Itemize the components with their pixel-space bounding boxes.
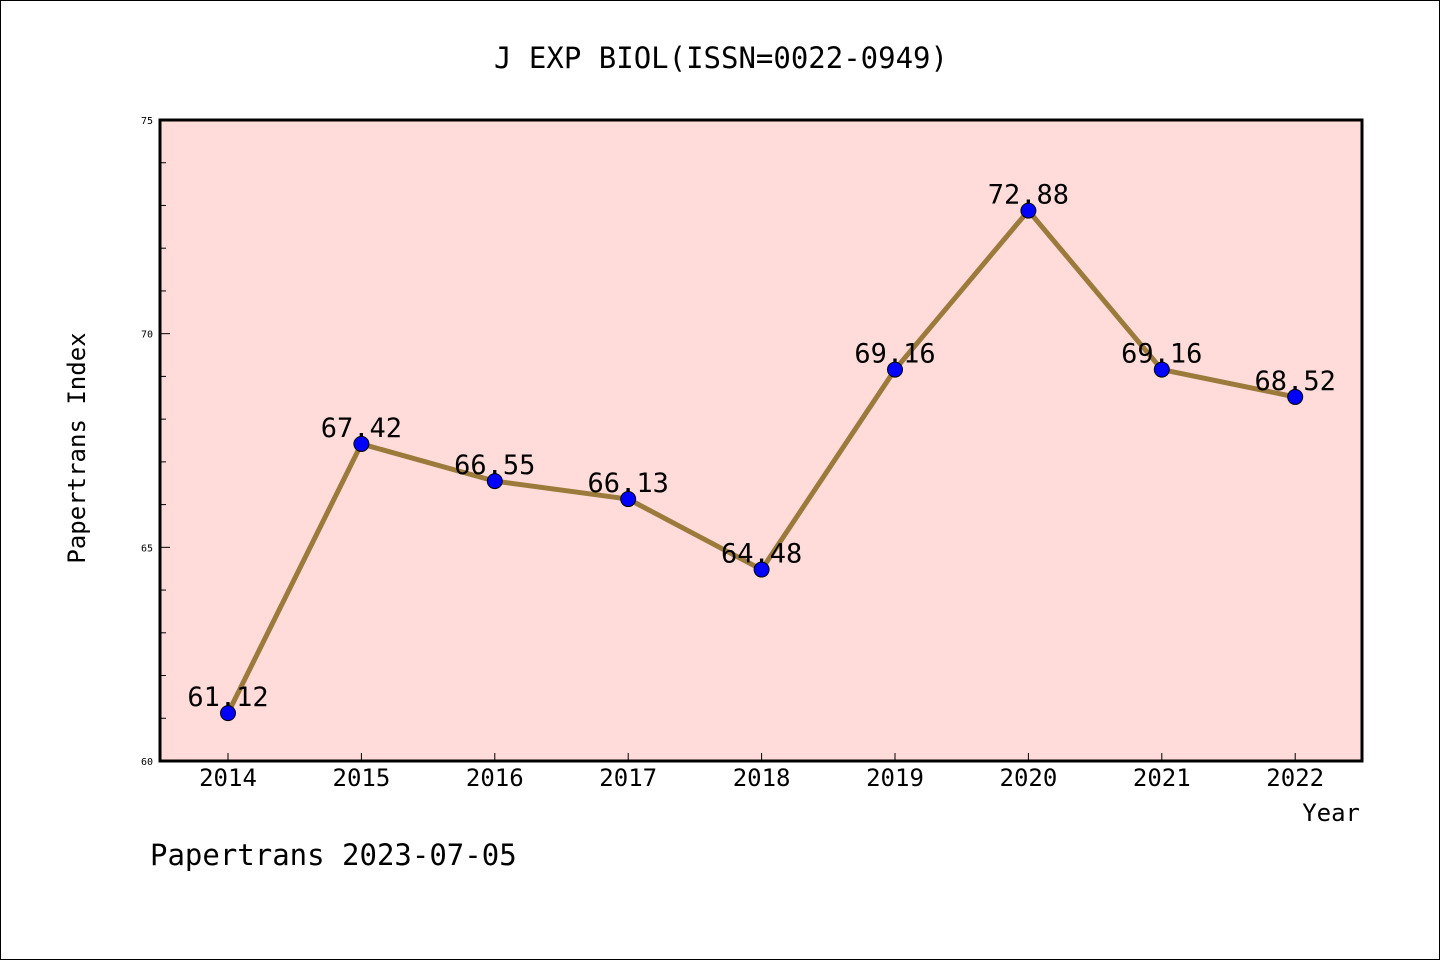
data-label: 68.52	[1255, 366, 1336, 397]
x-tick-label: 2016	[466, 764, 524, 792]
y-axis-ticks: 60 65 70 75	[141, 116, 170, 768]
data-point	[486, 473, 503, 490]
y-tick-label: 65	[141, 543, 153, 554]
x-tick-label: 2014	[199, 764, 257, 792]
data-point	[1020, 202, 1037, 219]
x-axis-ticks: 2014 2015 2016 2017 2018 2019 2020 2021 2022	[199, 753, 1324, 792]
x-tick-label: 2019	[866, 764, 924, 792]
data-label: 67.42	[321, 413, 402, 444]
footer-text: Papertrans 2023-07-05	[150, 838, 517, 872]
data-point	[353, 435, 370, 452]
data-point	[1287, 388, 1304, 405]
data-point	[887, 361, 903, 378]
x-axis-label: Year	[1302, 799, 1360, 827]
data-label: 66.13	[588, 468, 669, 499]
data-label: 69.16	[854, 339, 935, 370]
data-label: 64.48	[721, 539, 802, 570]
data-point	[1153, 361, 1170, 378]
chart-title: J EXP BIOL(ISSN=0022-0949)	[494, 41, 948, 75]
data-label: 66.55	[454, 450, 535, 481]
data-points-group	[220, 202, 1304, 722]
data-label: 61.12	[187, 682, 268, 713]
y-tick-label: 70	[141, 330, 153, 341]
x-tick-label: 2015	[333, 764, 391, 792]
x-tick-label: 2022	[1266, 764, 1324, 792]
y-tick-label: 75	[141, 116, 153, 127]
data-labels-group: 61.12 67.42 66.55 66.13 64.48 69.16 72.88 69.16…	[187, 180, 1335, 714]
data-point	[220, 705, 236, 722]
x-tick-label: 2021	[1133, 764, 1191, 792]
x-tick-label: 2018	[733, 764, 791, 792]
data-label: 69.16	[1121, 339, 1202, 370]
y-tick-label: 60	[141, 757, 153, 768]
data-label: 72.88	[988, 180, 1069, 211]
x-tick-label: 2017	[599, 764, 657, 792]
data-point	[753, 561, 770, 578]
x-tick-label: 2020	[1000, 764, 1058, 792]
data-point	[620, 491, 637, 508]
y-axis-label: Papertrans Index	[63, 332, 91, 563]
